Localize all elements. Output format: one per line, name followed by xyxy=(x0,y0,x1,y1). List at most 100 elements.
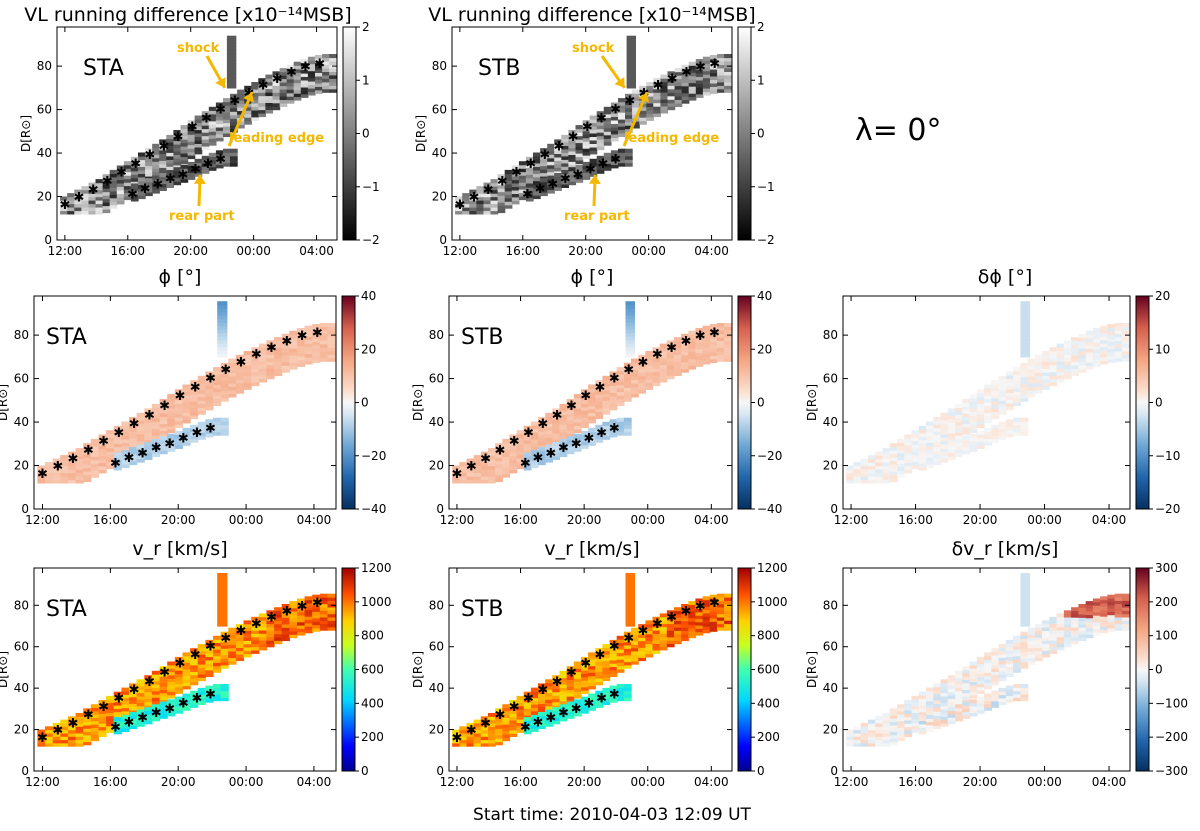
heatmap-cell xyxy=(258,81,266,86)
heatmap-cell xyxy=(315,62,323,67)
heatmap-cell xyxy=(215,137,224,142)
heatmap-cell xyxy=(495,457,503,462)
front-track-marker: ✱ xyxy=(653,79,664,94)
heatmap-cell xyxy=(205,399,214,404)
heatmap-cell xyxy=(976,699,985,704)
heatmap-cell xyxy=(552,429,561,434)
heatmap-cell xyxy=(151,449,161,454)
shock-cell xyxy=(217,325,228,330)
heatmap-cell xyxy=(213,388,222,393)
heatmap-cell xyxy=(197,421,206,426)
heatmap-cell xyxy=(230,114,238,119)
heatmap-cell xyxy=(45,465,54,470)
heatmap-cell xyxy=(495,711,503,716)
colorbar-tick-label: 800 xyxy=(757,629,780,643)
heatmap-cell xyxy=(220,638,229,643)
heatmap-cell xyxy=(258,613,267,618)
front-track-marker: ✱ xyxy=(609,640,620,655)
heatmap-cell xyxy=(709,331,718,336)
heatmap-cell xyxy=(144,688,153,693)
heatmap-cell xyxy=(653,78,661,83)
heatmap-cell xyxy=(83,450,92,455)
heatmap-cell xyxy=(136,719,145,724)
heatmap-cell xyxy=(152,168,160,173)
heatmap-cell xyxy=(652,620,661,624)
heatmap-cell xyxy=(322,54,330,59)
heatmap-cell xyxy=(488,476,496,481)
track-markers: ✱✱✱✱✱✱✱✱✱✱✱✱✱✱✱✱✱✱✱✱✱✱✱✱✱✱✱ xyxy=(59,57,325,213)
heatmap-cell xyxy=(573,437,582,442)
heatmap-cell xyxy=(991,651,1000,656)
heatmap-cell xyxy=(552,442,561,447)
heatmap-cell xyxy=(220,641,229,646)
heatmap-cell xyxy=(167,394,176,399)
heatmap-cell xyxy=(60,455,69,460)
heatmap-cell xyxy=(205,406,214,411)
heatmap-cell xyxy=(130,190,139,195)
heatmap-cell xyxy=(709,344,718,349)
heatmap-cell xyxy=(875,451,884,456)
heatmap-cell xyxy=(616,693,625,698)
heatmap-cell xyxy=(509,713,518,718)
heatmap-cell xyxy=(573,661,582,666)
heatmap-cell xyxy=(638,365,646,370)
heatmap-cell xyxy=(502,707,511,712)
heatmap-cell xyxy=(559,704,568,709)
heatmap-cell xyxy=(638,358,646,363)
heatmap-cell xyxy=(955,707,963,712)
heatmap-cell xyxy=(602,428,611,433)
heatmap-cell xyxy=(327,623,336,628)
heatmap-cell xyxy=(1114,329,1123,334)
heatmap-cell xyxy=(875,465,884,470)
heatmap-cell xyxy=(182,405,191,410)
heatmap-cell xyxy=(102,181,111,186)
heatmap-cell xyxy=(545,722,553,727)
heatmap-cell xyxy=(530,694,539,699)
heatmap-cell xyxy=(300,93,309,98)
heatmap-cell xyxy=(523,730,532,735)
heatmap-cell xyxy=(151,694,161,698)
heatmap-cell xyxy=(502,734,511,738)
heatmap-cell xyxy=(319,593,329,598)
heatmap-cell xyxy=(173,143,182,148)
heatmap-cell xyxy=(998,435,1007,440)
heatmap-cell xyxy=(297,331,306,336)
heatmap-cell xyxy=(540,185,548,190)
heatmap-cell xyxy=(530,435,539,440)
heatmap-cell xyxy=(991,435,1000,440)
heatmap-cell xyxy=(67,736,77,741)
front-track-marker: ✱ xyxy=(83,708,94,723)
heatmap-cell xyxy=(182,419,191,424)
heatmap-cell xyxy=(1034,389,1043,394)
heatmap-cell xyxy=(702,74,711,79)
heatmap-cell xyxy=(882,465,891,470)
heatmap-cell xyxy=(1121,347,1130,352)
heatmap-cell xyxy=(947,678,956,683)
heatmap-cell xyxy=(129,683,138,688)
heatmap-cell xyxy=(709,611,718,616)
heatmap-cell xyxy=(1121,354,1130,359)
heatmap-cell xyxy=(545,692,553,697)
heatmap-cell xyxy=(307,56,316,61)
heatmap-cell xyxy=(581,666,589,671)
heatmap-cell xyxy=(182,675,191,680)
colorbar-tick-label: −40 xyxy=(757,502,782,516)
heatmap-cell xyxy=(194,169,203,174)
heatmap-cell xyxy=(674,99,683,104)
heatmap-cell xyxy=(509,729,518,734)
heatmap-cell xyxy=(293,72,302,77)
heatmap-cell xyxy=(159,156,167,161)
heatmap-cell xyxy=(525,181,534,186)
rear-track-marker: ✱ xyxy=(533,451,544,466)
heatmap-cell xyxy=(547,147,555,152)
heatmap-cell xyxy=(976,676,985,681)
heatmap-cell xyxy=(674,610,682,615)
heatmap-cell xyxy=(674,354,682,359)
shock-cell xyxy=(626,39,636,44)
heatmap-cell xyxy=(459,476,468,481)
heatmap-cell xyxy=(480,476,489,481)
heatmap-cell xyxy=(709,608,718,612)
heatmap-cell xyxy=(274,610,283,615)
shock-cell xyxy=(1020,318,1031,323)
heatmap-cell xyxy=(121,714,130,719)
